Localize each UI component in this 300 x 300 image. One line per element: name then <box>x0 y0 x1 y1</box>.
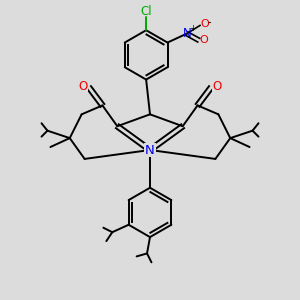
Text: +: + <box>189 24 196 33</box>
Text: O: O <box>201 20 209 29</box>
Text: O: O <box>199 35 208 45</box>
Text: N: N <box>182 27 191 40</box>
Text: Cl: Cl <box>140 5 152 18</box>
Text: N: N <box>145 143 155 157</box>
Text: O: O <box>213 80 222 93</box>
Text: O: O <box>78 80 87 93</box>
Text: -: - <box>208 17 211 27</box>
